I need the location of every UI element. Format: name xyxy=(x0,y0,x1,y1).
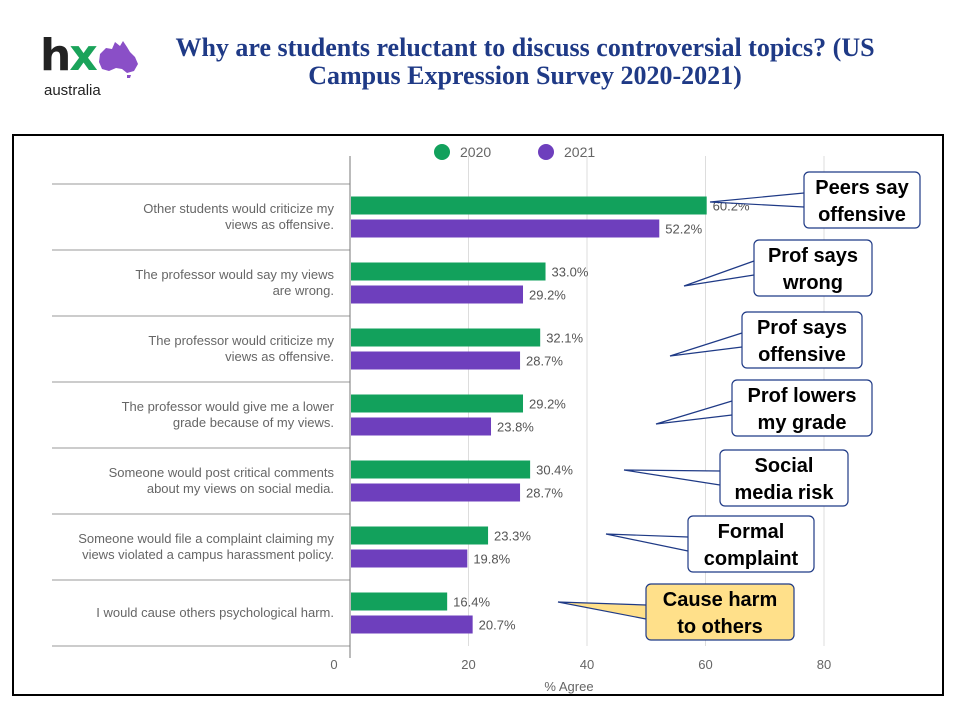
category-label: Someone would post critical comments xyxy=(109,465,335,480)
logo-h: h xyxy=(40,30,71,81)
bar-2020 xyxy=(351,262,546,281)
bar-2021 xyxy=(351,615,473,634)
logo-subtext: australia xyxy=(44,82,101,99)
x-tick-label: 20 xyxy=(461,657,475,672)
data-label-2020: 16.4% xyxy=(453,595,490,610)
page-title: Why are students reluctant to discuss co… xyxy=(175,33,875,90)
category-label: views as offensive. xyxy=(225,349,334,364)
chart-frame: 2020 2021 Other students would criticize m… xyxy=(12,134,944,696)
bar-2021 xyxy=(351,351,521,370)
callout-joint xyxy=(689,538,692,550)
data-label-2020: 30.4% xyxy=(536,463,573,478)
callout-joint xyxy=(805,194,808,206)
data-label-2020: 23.3% xyxy=(494,529,531,544)
category-label: about my views on social media. xyxy=(147,481,334,496)
callout-pointer xyxy=(709,192,805,208)
callout-pointer xyxy=(655,400,733,425)
data-label-2021: 28.7% xyxy=(526,354,563,369)
bar-2021 xyxy=(351,285,524,304)
callout-text: Prof lowers xyxy=(748,385,857,407)
bar-2020 xyxy=(351,394,524,413)
callout-joint xyxy=(733,402,736,414)
callout-text: media risk xyxy=(735,482,835,504)
x-tick-label: 80 xyxy=(817,657,831,672)
callout-text: to others xyxy=(677,616,763,638)
australia-map-icon xyxy=(99,41,138,78)
callout-pointer xyxy=(623,469,721,486)
callout-text: complaint xyxy=(704,548,799,570)
data-label-2021: 20.7% xyxy=(479,618,516,633)
data-label-2021: 23.8% xyxy=(497,420,534,435)
category-label: The professor would give me a lower xyxy=(122,399,335,414)
callout-text: Prof says xyxy=(768,245,858,267)
legend-marker-2021 xyxy=(538,144,554,160)
callout-text: Peers say xyxy=(815,177,909,199)
x-tick-label: 40 xyxy=(580,657,594,672)
category-label: views violated a campus harassment polic… xyxy=(82,547,334,562)
callout-text: Prof says xyxy=(757,317,847,339)
callout-joint xyxy=(721,472,724,484)
callout-text: Formal xyxy=(718,521,785,543)
logo-wordmark: hx xyxy=(40,30,98,82)
data-label-2021: 19.8% xyxy=(473,552,510,567)
callout-pointer xyxy=(605,533,689,552)
bar-2020 xyxy=(351,196,707,215)
logo-x: x xyxy=(69,30,97,81)
data-label-2021: 28.7% xyxy=(526,486,563,501)
category-label: grade because of my views. xyxy=(173,415,334,430)
bar-2021 xyxy=(351,549,468,568)
category-label: Other students would criticize my xyxy=(143,201,334,216)
bar-chart: 2020 2021 Other students would criticize m… xyxy=(52,144,921,694)
category-label: are wrong. xyxy=(273,283,334,298)
category-label: Someone would file a complaint claiming … xyxy=(78,531,334,546)
callout-joint xyxy=(755,262,758,274)
callout-joint xyxy=(647,606,650,618)
callout-text: wrong xyxy=(782,272,843,294)
callout-box xyxy=(731,379,873,437)
legend-marker-2020 xyxy=(434,144,450,160)
legend-label-2021: 2021 xyxy=(564,144,595,160)
data-label-2020: 32.1% xyxy=(546,331,583,346)
callout-box xyxy=(687,515,815,573)
data-label-2021: 29.2% xyxy=(529,288,566,303)
callout-joint xyxy=(743,334,746,346)
bar-2020 xyxy=(351,460,531,479)
data-label-2020: 33.0% xyxy=(552,265,589,280)
bar-2020 xyxy=(351,526,489,545)
callout-box xyxy=(645,583,795,641)
category-label: The professor would criticize my xyxy=(148,333,334,348)
callout-text: my grade xyxy=(758,412,847,434)
category-label: The professor would say my views xyxy=(135,267,334,282)
bar-2020 xyxy=(351,592,448,611)
callout-pointer xyxy=(669,332,743,357)
callout-box xyxy=(803,171,921,229)
callout-box xyxy=(741,311,863,369)
category-label: I would cause others psychological harm. xyxy=(96,605,334,620)
callout-pointer xyxy=(557,601,647,620)
legend-label-2020: 2020 xyxy=(460,144,491,160)
x-tick-label: 0 xyxy=(330,657,337,672)
bar-2020 xyxy=(351,328,541,347)
bar-2021 xyxy=(351,219,660,238)
category-label: views as offensive. xyxy=(225,217,334,232)
callout-text: Social xyxy=(755,455,814,477)
callout-text: Cause harm xyxy=(663,589,778,611)
bar-2021 xyxy=(351,483,521,502)
callout-box xyxy=(719,449,849,507)
callout-box xyxy=(753,239,873,297)
x-axis-label: % Agree xyxy=(544,679,593,694)
hx-australia-logo: hx australia xyxy=(40,30,140,105)
callout-text: offensive xyxy=(818,204,906,226)
data-label-2020: 29.2% xyxy=(529,397,566,412)
bar-2021 xyxy=(351,417,492,436)
callout-pointer xyxy=(683,260,755,287)
x-tick-label: 60 xyxy=(698,657,712,672)
data-label-2021: 52.2% xyxy=(665,222,702,237)
callout-text: offensive xyxy=(758,344,846,366)
